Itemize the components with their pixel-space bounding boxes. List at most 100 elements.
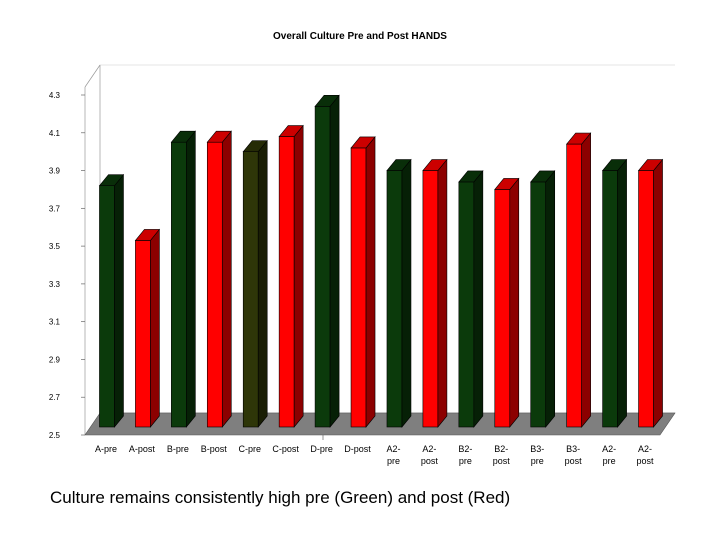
x-tick-label: pre <box>459 456 472 466</box>
bar-top <box>566 132 592 145</box>
y-tick-label: 3.5 <box>49 242 61 251</box>
x-tick-label: B3- <box>566 444 580 454</box>
bar-front <box>386 170 403 428</box>
floor-plane <box>84 412 676 436</box>
bar-side <box>581 132 591 428</box>
bar-top <box>206 130 232 143</box>
x-tick-label: A2- <box>422 444 436 454</box>
bar <box>601 158 628 428</box>
bar-side <box>365 136 376 428</box>
y-tick-label: 2.5 <box>49 431 61 440</box>
y-tick-label: 4.1 <box>49 129 61 138</box>
slide-caption: Culture remains consistently high pre (G… <box>50 488 511 507</box>
bar <box>458 170 484 428</box>
bar-side <box>186 130 196 428</box>
x-tick-label: B3- <box>530 444 544 454</box>
x-tick-label: A2- <box>386 444 400 454</box>
bar <box>134 228 161 428</box>
chart-floor <box>84 412 676 436</box>
x-tick-label: post <box>493 456 511 466</box>
bar-front <box>242 151 259 428</box>
bar-top <box>98 174 125 186</box>
bar-top <box>530 170 556 183</box>
bar-top <box>242 140 268 152</box>
bar-top <box>494 178 520 190</box>
bar-front <box>350 147 367 428</box>
bar-side <box>653 158 663 428</box>
x-tick-label: pre <box>531 456 544 466</box>
bar-side <box>150 228 160 428</box>
bar-front <box>530 181 547 428</box>
bar-side <box>437 158 448 428</box>
bar-front <box>135 240 151 428</box>
bar-top <box>637 159 664 171</box>
bar <box>494 177 520 428</box>
bar-side <box>401 158 412 428</box>
bar-side <box>509 177 520 428</box>
x-tick-label: B2- <box>458 444 472 454</box>
bar-top <box>601 159 628 171</box>
x-tick-label: B-post <box>201 444 228 454</box>
x-tick-label: A2- <box>638 444 652 454</box>
x-tick-label: B-pre <box>167 444 189 454</box>
bar-front <box>494 189 511 428</box>
x-tick-label: D-post <box>344 444 371 454</box>
bar-front <box>458 181 475 428</box>
bar <box>170 130 196 428</box>
bar-front <box>206 141 223 428</box>
bar <box>637 158 664 428</box>
bar-side <box>293 124 304 428</box>
bar-front <box>566 143 582 428</box>
bar-front <box>638 170 654 428</box>
bar <box>386 158 412 428</box>
x-tick-label: post <box>421 456 439 466</box>
y-tick-label: 3.1 <box>49 318 61 327</box>
x-axis: A-pre A-post B-pre B-post C-pre C-post D-pre D-… <box>95 435 654 466</box>
bar-front <box>171 141 187 428</box>
y-tick-label: 2.9 <box>49 355 61 364</box>
bar <box>206 130 232 428</box>
bar-top <box>134 229 161 241</box>
bar-front <box>422 170 439 428</box>
bar-side <box>257 139 268 428</box>
bar-side <box>114 173 124 428</box>
bar <box>314 94 340 428</box>
y-tick-label: 4.3 <box>49 91 61 100</box>
x-tick-label: post <box>637 456 655 466</box>
bar <box>242 139 268 428</box>
x-tick-label: pre <box>387 456 400 466</box>
x-tick-label: A-pre <box>95 444 117 454</box>
bars <box>98 94 664 428</box>
bar <box>566 132 592 428</box>
bar-side <box>473 170 484 428</box>
bar-side <box>617 158 627 428</box>
bar-top <box>458 170 484 183</box>
bar <box>98 173 125 428</box>
y-tick-label: 3.3 <box>49 280 61 289</box>
y-tick-label: 3.7 <box>49 204 61 213</box>
bar <box>422 158 448 428</box>
x-tick-label: B2- <box>494 444 508 454</box>
bar-top <box>170 130 196 143</box>
bar-side <box>329 94 340 428</box>
x-tick-label: D-pre <box>310 444 333 454</box>
x-tick-label: post <box>565 456 583 466</box>
bar-side <box>545 170 556 428</box>
y-tick-label: 2.7 <box>49 393 61 402</box>
bar-front <box>278 136 295 428</box>
x-tick-label: pre <box>603 456 616 466</box>
y-tick-label: 3.9 <box>49 167 61 176</box>
bar-top <box>422 159 448 171</box>
bar-front <box>602 170 618 428</box>
bar <box>350 136 376 428</box>
bar <box>530 170 556 428</box>
bar <box>278 124 304 428</box>
bar-top <box>278 125 304 137</box>
x-tick-label: A-post <box>129 444 156 454</box>
side-wall-top <box>84 64 101 88</box>
bar-side <box>221 130 232 428</box>
bar-front <box>99 185 115 428</box>
bar-top <box>386 159 412 171</box>
x-tick-label: C-post <box>272 444 299 454</box>
